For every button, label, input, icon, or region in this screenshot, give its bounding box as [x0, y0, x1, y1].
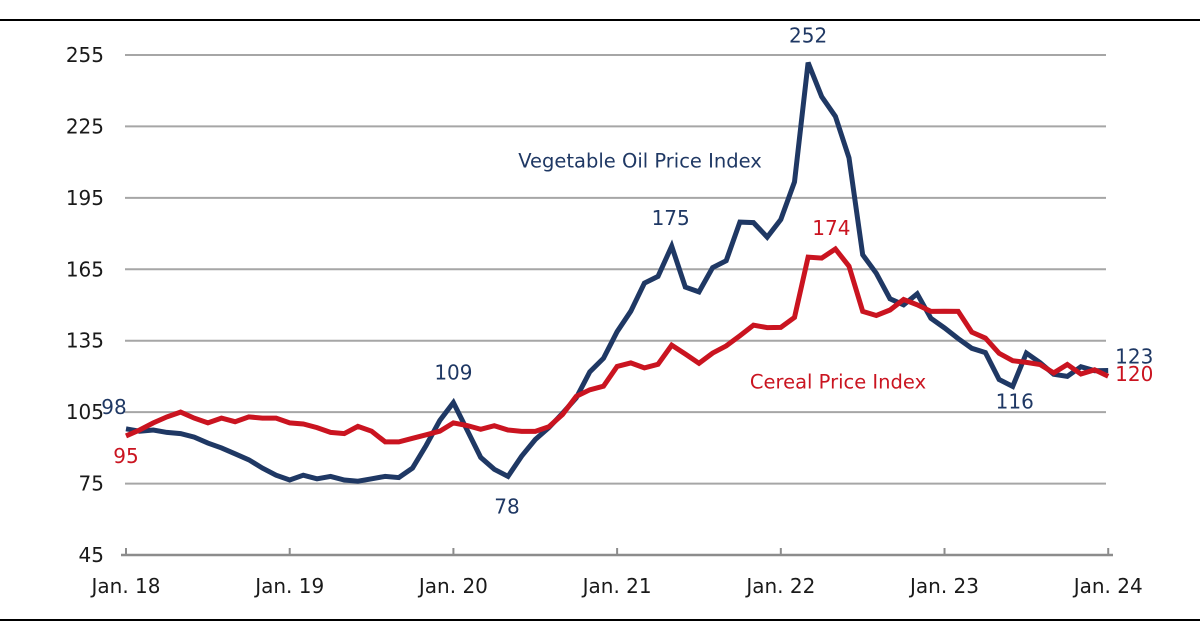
x-tick-label-jan-19: Jan. 19 — [253, 574, 324, 598]
x-tick-label-jan-20: Jan. 20 — [417, 574, 488, 598]
annotation-116: 116 — [996, 389, 1034, 413]
y-tick-label-255: 255 — [66, 43, 104, 67]
cereal-price-index-line — [125, 245, 1110, 445]
annotation-95: 95 — [113, 444, 138, 468]
vegetable-oil-price-index-line — [125, 61, 1109, 484]
annotation-175: 175 — [652, 206, 690, 230]
annotation-252: 252 — [789, 24, 827, 48]
annotation-109: 109 — [434, 361, 472, 385]
cereal-price-index-label: Cereal Price Index — [750, 371, 926, 394]
vegetable-oil-price-index-label: Vegetable Oil Price Index — [518, 150, 762, 173]
y-tick-label-225: 225 — [66, 114, 104, 138]
y-tick-label-45: 45 — [79, 543, 104, 567]
y-tick-label-105: 105 — [66, 400, 104, 424]
y-tick-label-135: 135 — [66, 329, 104, 353]
bottom-rule — [0, 619, 1200, 621]
annotation-123: 123 — [1115, 344, 1153, 368]
x-tick-label-jan-21: Jan. 21 — [581, 574, 652, 598]
annotation-174: 174 — [812, 216, 850, 240]
x-tick-label-jan-18: Jan. 18 — [90, 574, 161, 598]
top-rule — [0, 19, 1200, 21]
annotation-78: 78 — [494, 494, 519, 518]
annotation-98: 98 — [101, 395, 126, 419]
annotation-120: 120 — [1115, 362, 1153, 386]
x-tick-label-jan-24: Jan. 24 — [1072, 574, 1143, 598]
x-tick-label-jan-22: Jan. 22 — [744, 574, 815, 598]
x-tick-label-jan-23: Jan. 23 — [908, 574, 979, 598]
y-tick-label-75: 75 — [79, 472, 104, 496]
y-tick-label-195: 195 — [66, 186, 104, 210]
y-tick-label-165: 165 — [66, 257, 104, 281]
